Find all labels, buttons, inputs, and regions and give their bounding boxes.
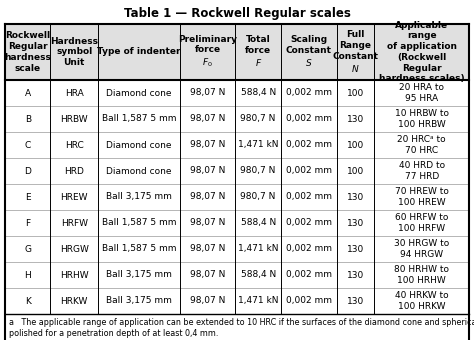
Text: 98,07 N: 98,07 N [190, 192, 225, 202]
Text: 60 HRFW to
100 HRFW: 60 HRFW to 100 HRFW [395, 213, 448, 233]
Text: a   The applicable range of application can be extended to 10 HRC if the surface: a The applicable range of application ca… [9, 318, 474, 338]
Text: 130: 130 [347, 296, 364, 306]
Bar [5, 210, 469, 236]
Bar [5, 314, 469, 340]
Text: HRBW: HRBW [60, 115, 88, 123]
Text: 980,7 N: 980,7 N [240, 115, 276, 123]
Text: A: A [25, 88, 31, 98]
Text: HRFW: HRFW [61, 219, 88, 227]
Text: 588,4 N: 588,4 N [241, 88, 276, 98]
Text: HRA: HRA [65, 88, 83, 98]
Text: G: G [24, 244, 31, 254]
Text: 588,4 N: 588,4 N [241, 271, 276, 279]
Text: F: F [25, 219, 30, 227]
Text: 20 HRCᵃ to
70 HRC: 20 HRCᵃ to 70 HRC [397, 135, 446, 155]
Bar [5, 158, 469, 184]
Text: E: E [25, 192, 30, 202]
Bar [5, 184, 469, 210]
Text: 80 HRHW to
100 HRHW: 80 HRHW to 100 HRHW [394, 265, 449, 285]
Text: 0,002 mm: 0,002 mm [286, 219, 332, 227]
Text: Type of indenter: Type of indenter [97, 48, 181, 56]
Text: 40 HRD to
77 HRD: 40 HRD to 77 HRD [399, 161, 445, 181]
Text: 0,002 mm: 0,002 mm [286, 192, 332, 202]
Text: Applicable
range
of application
(Rockwell
Regular
hardness scales): Applicable range of application (Rockwel… [379, 21, 465, 83]
Text: Hardness
symbol
Unit: Hardness symbol Unit [50, 37, 98, 67]
Bar [5, 24, 469, 80]
Text: Ball 1,587 5 mm: Ball 1,587 5 mm [101, 244, 176, 254]
Text: 100: 100 [347, 88, 364, 98]
Text: Diamond cone: Diamond cone [106, 167, 172, 175]
Text: 98,07 N: 98,07 N [190, 88, 225, 98]
Text: D: D [24, 167, 31, 175]
Bar [5, 236, 469, 262]
Text: 98,07 N: 98,07 N [190, 244, 225, 254]
Text: 0,002 mm: 0,002 mm [286, 115, 332, 123]
Text: HRC: HRC [65, 140, 83, 150]
Text: Ball 1,587 5 mm: Ball 1,587 5 mm [101, 219, 176, 227]
Text: 588,4 N: 588,4 N [241, 219, 276, 227]
Text: 980,7 N: 980,7 N [240, 167, 276, 175]
Text: 98,07 N: 98,07 N [190, 296, 225, 306]
Text: Scaling
Constant
$S$: Scaling Constant $S$ [286, 35, 332, 68]
Text: Diamond cone: Diamond cone [106, 88, 172, 98]
Text: HRKW: HRKW [61, 296, 88, 306]
Text: 0,002 mm: 0,002 mm [286, 167, 332, 175]
Text: Preliminary
force
$F_0$: Preliminary force $F_0$ [178, 35, 237, 69]
Text: 130: 130 [347, 271, 364, 279]
Text: Full
Range
Constant
$N$: Full Range Constant $N$ [333, 30, 379, 74]
Text: 1,471 kN: 1,471 kN [238, 244, 278, 254]
Text: HREW: HREW [61, 192, 88, 202]
Text: HRHW: HRHW [60, 271, 89, 279]
Text: 100: 100 [347, 140, 364, 150]
Text: Ball 3,175 mm: Ball 3,175 mm [106, 296, 172, 306]
Text: 70 HREW to
100 HREW: 70 HREW to 100 HREW [395, 187, 449, 207]
Text: 0,002 mm: 0,002 mm [286, 88, 332, 98]
Text: 1,471 kN: 1,471 kN [238, 296, 278, 306]
Bar [5, 262, 469, 288]
Text: B: B [25, 115, 31, 123]
Text: Total
force
$F$: Total force $F$ [245, 35, 271, 68]
Bar [5, 132, 469, 158]
Text: 40 HRKW to
100 HRKW: 40 HRKW to 100 HRKW [395, 291, 448, 311]
Text: 98,07 N: 98,07 N [190, 167, 225, 175]
Bar [5, 80, 469, 106]
Bar [5, 288, 469, 314]
Text: 130: 130 [347, 192, 364, 202]
Text: 20 HRA to
95 HRA: 20 HRA to 95 HRA [399, 83, 444, 103]
Text: Ball 3,175 mm: Ball 3,175 mm [106, 271, 172, 279]
Text: 30 HRGW to
94 HRGW: 30 HRGW to 94 HRGW [394, 239, 449, 259]
Text: K: K [25, 296, 31, 306]
Text: Rockwell
Regular
hardness
scale: Rockwell Regular hardness scale [4, 31, 51, 73]
Text: 0,002 mm: 0,002 mm [286, 140, 332, 150]
Text: HRD: HRD [64, 167, 84, 175]
Text: 98,07 N: 98,07 N [190, 271, 225, 279]
Bar [5, 106, 469, 132]
Text: 98,07 N: 98,07 N [190, 115, 225, 123]
Text: Diamond cone: Diamond cone [106, 140, 172, 150]
Text: 0,002 mm: 0,002 mm [286, 296, 332, 306]
Text: HRGW: HRGW [60, 244, 89, 254]
Text: 980,7 N: 980,7 N [240, 192, 276, 202]
Text: 0,002 mm: 0,002 mm [286, 271, 332, 279]
Text: 130: 130 [347, 244, 364, 254]
Text: 130: 130 [347, 115, 364, 123]
Text: C: C [25, 140, 31, 150]
Text: 0,002 mm: 0,002 mm [286, 244, 332, 254]
Text: 1,471 kN: 1,471 kN [238, 140, 278, 150]
Text: Ball 3,175 mm: Ball 3,175 mm [106, 192, 172, 202]
Text: 98,07 N: 98,07 N [190, 140, 225, 150]
Text: 130: 130 [347, 219, 364, 227]
Text: 10 HRBW to
100 HRBW: 10 HRBW to 100 HRBW [395, 109, 449, 129]
Text: H: H [24, 271, 31, 279]
Text: 98,07 N: 98,07 N [190, 219, 225, 227]
Text: 100: 100 [347, 167, 364, 175]
Text: Ball 1,587 5 mm: Ball 1,587 5 mm [101, 115, 176, 123]
Text: Table 1 — Rockwell Regular scales: Table 1 — Rockwell Regular scales [124, 7, 350, 20]
